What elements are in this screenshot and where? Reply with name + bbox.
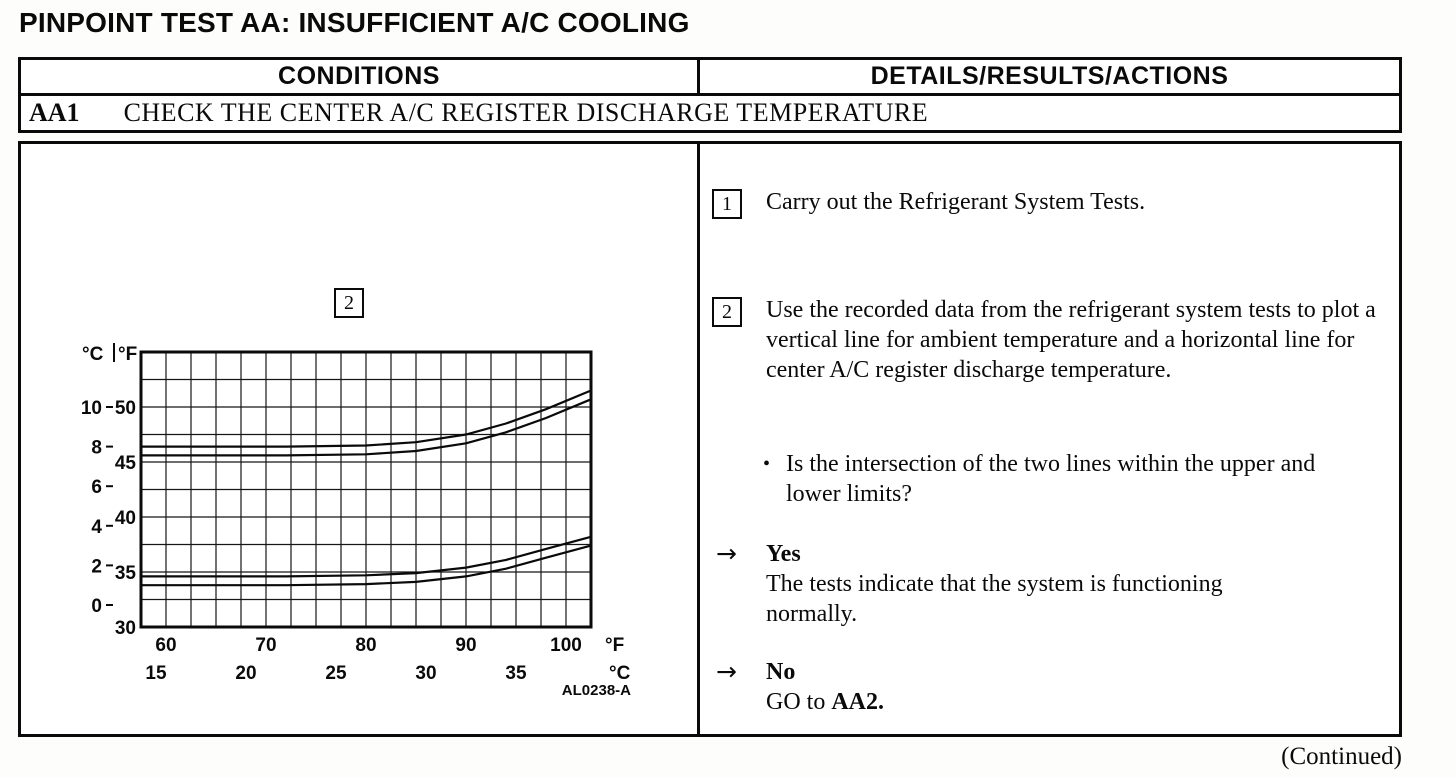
svg-text:°F: °F [118,344,137,365]
svg-text:0: 0 [91,596,102,617]
continued-note: (Continued) [1281,743,1402,770]
result-no: → No GO to AA2. [716,657,1226,717]
arrow-right-icon: → [716,657,737,686]
svg-text:35: 35 [115,563,137,584]
svg-text:100: 100 [550,635,582,656]
pinpoint-table-header: CONDITIONS DETAILS/RESULTS/ACTIONS AA1 C… [18,57,1402,133]
result-no-label: No [766,659,796,685]
page-title: PINPOINT TEST AA: INSUFFICIENT A/C COOLI… [19,7,690,38]
svg-text:50: 50 [115,398,136,419]
step-1-text: Carry out the Refrigerant System Tests. [766,189,1146,215]
result-no-text: GO to AA2. [766,687,1226,717]
test-step-row: AA1 CHECK THE CENTER A/C REGISTER DISCHA… [21,96,1399,130]
svg-text:AL0238-A: AL0238-A [562,682,631,699]
svg-text:15: 15 [145,663,167,684]
chart-callout-box: 2 [334,288,364,318]
svg-text:30: 30 [115,618,136,639]
svg-text:90: 90 [455,635,476,656]
result-no-action-target: AA2. [831,689,885,715]
instruction-step-2: 2 Use the recorded data from the refrige… [712,295,1384,385]
arrow-right-icon: → [716,539,737,568]
result-yes-body: Yes The tests indicate that the system i… [766,539,1226,629]
conditions-cell: 2 50 45 40 35 30 10 8 6 4 2 0 60 70 80 90 100 15 20 25 30 35… [21,144,700,734]
instruction-step-1: 1 Carry out the Refrigerant System Tests… [712,187,1384,219]
result-yes-label: Yes [766,541,801,567]
step-1-number-box: 1 [712,189,742,219]
svg-text:8: 8 [91,438,102,459]
svg-text:°F: °F [605,635,624,656]
result-no-body: No GO to AA2. [766,657,1226,717]
svg-text:30: 30 [415,663,436,684]
test-step-id: AA1 [29,98,80,127]
result-no-action-prefix: GO to [766,689,832,715]
svg-text:45: 45 [115,453,137,474]
svg-text:6: 6 [91,477,102,498]
test-step-title: CHECK THE CENTER A/C REGISTER DISCHARGE … [123,98,929,127]
svg-text:35: 35 [505,663,527,684]
svg-text:20: 20 [235,663,256,684]
svg-text:40: 40 [115,508,136,529]
svg-text:°C: °C [82,344,104,365]
step-2-number-box: 2 [712,297,742,327]
column-header-details: DETAILS/RESULTS/ACTIONS [870,62,1229,90]
svg-text:60: 60 [155,635,176,656]
result-yes-text: The tests indicate that the system is fu… [766,571,1223,627]
details-cell: 1 Carry out the Refrigerant System Tests… [700,144,1399,734]
svg-text:°C: °C [609,663,631,684]
svg-text:25: 25 [325,663,347,684]
result-yes: → Yes The tests indicate that the system… [716,539,1226,629]
svg-text:2: 2 [91,556,102,577]
svg-text:70: 70 [255,635,276,656]
question-row: • Is the intersection of the two lines w… [763,449,1366,509]
svg-text:10: 10 [81,398,102,419]
pinpoint-table-body: 2 50 45 40 35 30 10 8 6 4 2 0 60 70 80 90 100 15 20 25 30 35… [18,141,1402,737]
bullet-icon: • [763,453,771,475]
question-text: Is the intersection of the two lines wit… [786,451,1316,507]
column-header-row: CONDITIONS DETAILS/RESULTS/ACTIONS [21,60,1399,96]
step-2-text: Use the recorded data from the refrigera… [766,297,1376,383]
column-header-conditions: CONDITIONS [21,60,700,93]
svg-text:4: 4 [91,517,102,538]
svg-text:80: 80 [355,635,376,656]
